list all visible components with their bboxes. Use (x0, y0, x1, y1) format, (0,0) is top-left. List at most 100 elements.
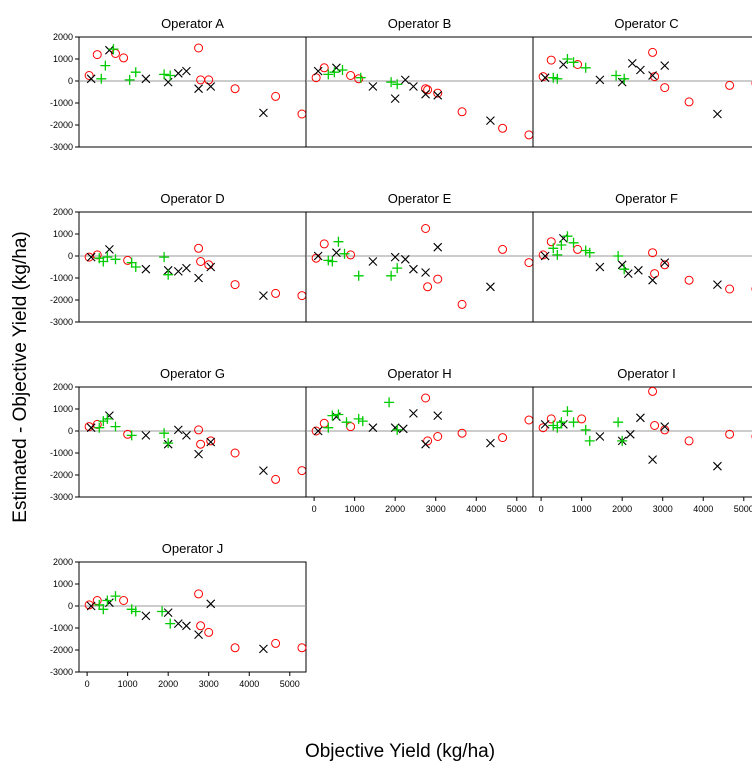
x-axis-label: Objective Yield (kg/ha) (305, 741, 495, 762)
point-x (206, 82, 216, 91)
point-circle (421, 84, 431, 94)
point-x (206, 262, 216, 272)
point-circle (573, 244, 583, 254)
point-circle (204, 75, 214, 85)
point-x (433, 242, 443, 252)
point-x (627, 59, 637, 68)
point-circle (648, 386, 658, 396)
point-plus (580, 424, 591, 435)
point-circle (119, 596, 129, 605)
point-circle (230, 643, 240, 653)
panel-title: Operator B (388, 16, 452, 31)
point-circle (648, 248, 658, 258)
point-circle (346, 422, 356, 432)
point-circle (684, 275, 694, 285)
panel-title: Operator G (160, 366, 225, 381)
point-x (206, 599, 216, 609)
point-plus (124, 74, 135, 85)
panel-grid: Operator A200010000-1000-2000-3000Operat… (50, 16, 752, 689)
x-tick-label: 2000 (158, 679, 178, 689)
point-plus (357, 416, 368, 427)
point-x (259, 108, 268, 118)
point-plus (341, 417, 352, 428)
x-tick-label: 1000 (572, 504, 592, 514)
point-circle (319, 63, 329, 73)
panel-9: Operator I 0 1000 2000 3000 4000 5000 (532, 366, 752, 514)
y-tick-label: -3000 (50, 667, 73, 677)
point-x (660, 422, 670, 431)
y-tick-label: -2000 (50, 470, 73, 480)
point-circle (271, 474, 281, 484)
y-tick-label: 1000 (53, 404, 73, 414)
point-x (182, 621, 191, 631)
point-plus (327, 410, 338, 421)
point-circle (346, 250, 356, 260)
y-tick-label: 1000 (53, 579, 73, 589)
point-circle (230, 448, 240, 458)
point-circle (423, 282, 433, 292)
point-circle (498, 123, 508, 133)
point-plus (159, 252, 170, 263)
point-plus (617, 435, 628, 446)
point-x (400, 75, 410, 85)
point-circle (650, 269, 660, 279)
point-circle (421, 393, 431, 403)
point-x (660, 61, 670, 70)
point-x (433, 411, 443, 420)
point-x (559, 60, 568, 69)
y-tick-label: 2000 (53, 557, 73, 567)
y-tick-label: -1000 (50, 98, 73, 108)
x-tick-label: 3000 (199, 679, 219, 689)
point-plus (102, 252, 113, 263)
point-x (713, 109, 722, 119)
point-circle (119, 53, 129, 63)
point-circle (457, 428, 467, 438)
point-x (86, 74, 96, 84)
point-plus (392, 424, 403, 435)
point-plus (159, 428, 170, 439)
point-x (332, 248, 341, 258)
point-circle (546, 414, 556, 424)
point-plus (556, 240, 567, 250)
x-tick-label: 4000 (693, 504, 713, 514)
point-plus (613, 417, 624, 428)
point-circle (524, 258, 534, 268)
point-x (390, 94, 400, 103)
point-x (313, 251, 323, 261)
panel-title: Operator E (388, 191, 452, 206)
point-plus (568, 237, 579, 248)
point-x (421, 439, 430, 449)
point-x (368, 423, 378, 433)
point-plus (94, 599, 105, 610)
point-circle (498, 433, 508, 443)
point-x (595, 262, 605, 272)
point-circle (421, 224, 431, 233)
point-x (182, 431, 191, 440)
point-plus (392, 263, 403, 274)
y-tick-label: 0 (68, 76, 73, 86)
point-circle (433, 274, 443, 284)
y-tick-label: -2000 (50, 645, 73, 655)
point-circle (297, 291, 307, 301)
point-plus (327, 256, 338, 267)
point-plus (552, 422, 563, 433)
panel-4: Operator D 2000 1000 0 -1000 -2000 -3000 (50, 191, 307, 327)
point-plus (333, 409, 344, 420)
point-x (194, 630, 203, 639)
point-x (259, 644, 268, 654)
point-circle (524, 415, 534, 425)
point-circle (84, 252, 94, 262)
point-circle (84, 422, 94, 432)
point-x (636, 65, 645, 75)
point-plus (386, 270, 397, 281)
point-circle (538, 250, 548, 260)
point-circle (92, 50, 102, 60)
point-plus (323, 255, 334, 266)
y-tick-label: -1000 (50, 623, 73, 633)
point-plus (562, 54, 573, 64)
y-tick-label: -3000 (50, 142, 73, 152)
point-x (105, 245, 114, 254)
point-circle (319, 418, 329, 428)
panel-title: Operator I (617, 366, 676, 381)
x-tick-label: 5000 (507, 504, 527, 514)
